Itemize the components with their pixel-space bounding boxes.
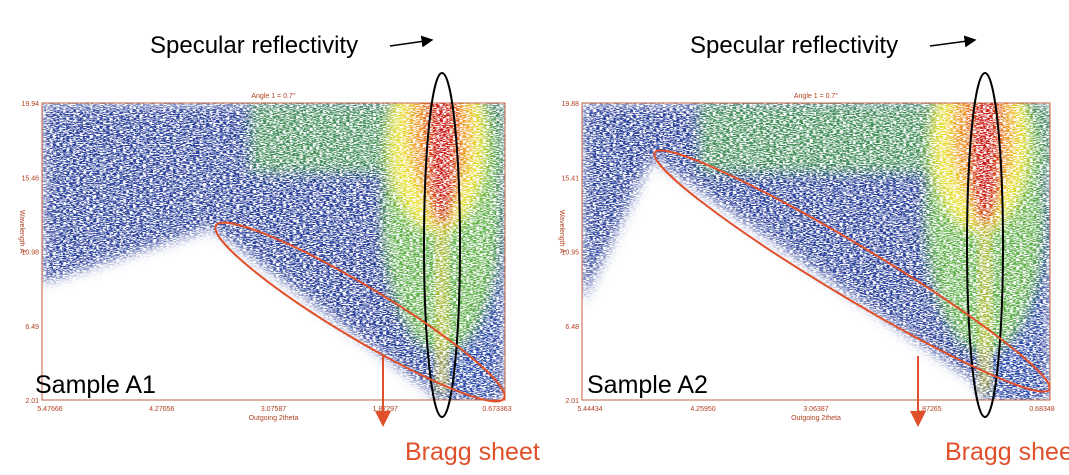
y-tick-label: 10.98: [21, 250, 39, 257]
x-tick-label: 3.07587: [261, 406, 286, 413]
panel-title: Angle 1 = 0.7°: [251, 92, 295, 100]
panel: Angle 1 = 0.7° 19.88 15.41 10.95 6.48 2.01 Wav…: [558, 32, 1069, 466]
sample-label: Sample A1: [35, 371, 156, 399]
speckle: [582, 103, 1050, 400]
x-tick-label: 3.06387: [803, 406, 828, 413]
plot-frame: [41, 102, 506, 401]
panel-title: Angle 1 = 0.7°: [794, 92, 838, 100]
bragg-label: Bragg sheet: [945, 438, 1069, 466]
y-tick-label: 19.88: [561, 101, 579, 108]
y-tick-label: 19.94: [21, 101, 39, 108]
sample-label: Sample A2: [587, 371, 708, 399]
y-tick-label: 2.01: [25, 398, 39, 405]
x-axis-label: Outgoing 2theta: [249, 415, 299, 422]
y-axis-label: Wavelength Å: [558, 210, 567, 254]
y-tick-label: 10.95: [561, 250, 579, 257]
x-tick-label: 1.87265: [916, 406, 941, 413]
x-tick-label: 0.68348: [1029, 406, 1054, 413]
heatmap: [582, 103, 1050, 400]
x-tick-label: 0.673363: [482, 406, 511, 413]
specular-label: Specular reflectivity: [690, 32, 898, 59]
specular-ellipse: [966, 72, 1004, 418]
x-tick-label: 4.27656: [149, 406, 174, 413]
specular-arrow: [389, 35, 434, 48]
specular-label: Specular reflectivity: [150, 32, 358, 59]
plot-frame: [581, 102, 1051, 401]
bragg-ellipse: [653, 149, 1051, 393]
panel: Angle 1 = 0.7° 19.94 15.46 10.98 6.49 2.01 Wav…: [18, 32, 540, 466]
y-axis-label: Wavelength Å: [18, 210, 27, 254]
x-axis-label: Outgoing 2theta: [791, 415, 841, 422]
y-tick-label: 2.01: [565, 398, 579, 405]
x-tick-label: 4.25950: [690, 406, 715, 413]
y-tick-label: 6.49: [25, 324, 39, 331]
x-tick-label: 5.44434: [577, 406, 602, 413]
x-tick-label: 1.87297: [373, 406, 398, 413]
speckle: [42, 103, 505, 400]
y-tick-label: 6.48: [565, 324, 579, 331]
bragg-label: Bragg sheet: [405, 438, 540, 466]
heatmap: [42, 103, 505, 400]
specular-ellipse: [423, 72, 461, 418]
x-tick-label: 5.47666: [37, 406, 62, 413]
y-tick-label: 15.46: [21, 175, 39, 182]
y-tick-label: 15.41: [561, 175, 579, 182]
specular-arrow: [929, 35, 977, 48]
bragg-ellipse: [214, 221, 506, 403]
